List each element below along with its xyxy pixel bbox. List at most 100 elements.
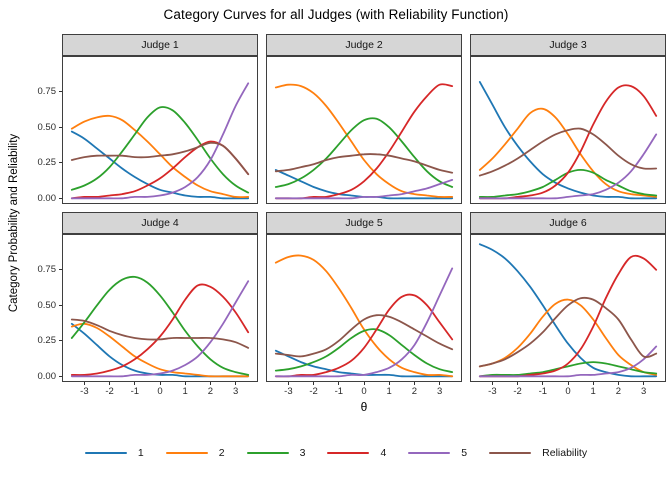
x-tick-label: -3 [284,386,293,397]
panel-svg-judge-6 [478,243,658,378]
curve-3-judge-6 [478,361,658,378]
x-tick-mark [542,382,544,385]
legend-item-5: 5 [408,447,467,459]
y-tick-label: 0.75 [37,264,57,276]
x-tick-label: -2 [513,386,522,397]
curve-3-judge-1 [70,106,250,194]
panel-judge-3 [470,56,666,204]
facet-strip-label: Judge 5 [345,217,383,229]
y-tick-label: 0.50 [37,299,57,311]
x-tick-label: 3 [640,386,647,397]
y-tick-label: 0.25 [37,157,57,169]
facet-strip-judge-6: Judge 6 [470,212,666,234]
y-tick-mark [59,126,62,128]
x-tick-label: 0 [157,386,163,397]
x-tick-mark [134,382,136,385]
facet-strip-judge-2: Judge 2 [266,34,462,56]
legend-item-1: 1 [84,447,144,459]
x-tick-mark [159,382,161,385]
y-tick-label: 0.50 [37,121,57,133]
curve-5-judge-5 [274,267,454,378]
x-tick-mark [235,382,237,385]
x-tick-label: 3 [436,386,443,397]
legend: 1 2 3 4 5 Reliability [0,445,672,461]
curve-5-judge-4 [70,280,250,378]
curve-5-judge-2 [274,179,454,200]
y-tick-mark [59,269,62,271]
x-tick-label: 1 [590,386,596,397]
curve-3-judge-4 [70,275,250,376]
x-tick-mark [439,382,441,385]
x-tick-mark [184,382,186,385]
legend-key-2 [165,451,208,455]
curve-5-judge-6 [478,345,658,378]
legend-label-3: 3 [299,447,306,459]
facet-strip-label: Judge 4 [141,217,179,229]
x-tick-label: 1 [386,386,392,397]
legend-label-reliability: Reliability [542,447,588,459]
x-tick-mark [363,382,365,385]
panel-judge-2 [266,56,462,204]
panel-judge-4 [62,234,258,382]
x-tick-mark [592,382,594,385]
curve-3-judge-5 [274,328,454,373]
legend-label-1: 1 [137,447,144,459]
x-tick-mark [617,382,619,385]
curve-4-judge-4 [70,283,250,376]
x-tick-mark [643,382,645,385]
curve-reliability-judge-2 [274,153,454,174]
x-tick-label: 2 [615,386,622,397]
legend-item-3: 3 [246,447,306,459]
x-tick-label: 0 [565,386,571,397]
facet-strip-judge-1: Judge 1 [62,34,258,56]
y-tick-label: 0.25 [37,335,57,347]
curve-2-judge-6 [478,298,658,376]
curve-reliability-judge-5 [274,314,454,358]
x-tick-label: 2 [411,386,418,397]
legend-item-2: 2 [165,447,225,459]
facet-strip-judge-5: Judge 5 [266,212,462,234]
x-tick-mark [313,382,315,385]
curve-5-judge-3 [478,133,658,200]
facet-strip-judge-4: Judge 4 [62,212,258,234]
panel-svg-judge-5 [274,254,454,378]
x-tick-label: -2 [309,386,318,397]
x-tick-mark [83,382,85,385]
facet-strip-label: Judge 6 [549,217,587,229]
legend-key-1 [84,451,127,455]
panel-judge-6 [470,234,666,382]
x-tick-mark [567,382,569,385]
x-tick-mark [491,382,493,385]
curve-2-judge-4 [70,322,250,378]
panel-svg-judge-1 [70,82,250,200]
facet-strip-label: Judge 3 [549,39,587,51]
x-tick-label: 3 [232,386,239,397]
curve-reliability-judge-3 [478,127,658,177]
y-tick-mark [59,91,62,93]
legend-label-2: 2 [218,447,225,459]
x-tick-label: -2 [105,386,114,397]
x-tick-label: -1 [130,386,140,397]
curve-1-judge-6 [478,243,658,378]
y-tick-label: 0.00 [37,370,57,382]
curve-reliability-judge-1 [70,141,250,176]
x-tick-label: 1 [182,386,188,397]
legend-key-4 [327,451,370,455]
y-tick-label: 0.00 [37,192,57,204]
panel-judge-5 [266,234,462,382]
curve-1-judge-3 [478,81,658,200]
legend-item-reliability: Reliability [489,447,587,459]
legend-key-5 [408,451,451,455]
legend-label-5: 5 [461,447,468,459]
legend-key-reliability [489,451,532,455]
curve-3-judge-2 [274,117,454,188]
x-tick-label: -3 [488,386,497,397]
y-tick-mark [59,375,62,377]
x-tick-mark [338,382,340,385]
curve-2-judge-3 [478,107,658,198]
panel-svg-judge-3 [478,81,658,200]
x-tick-mark [388,382,390,385]
y-tick-mark [59,162,62,164]
legend-key-3 [246,451,289,455]
